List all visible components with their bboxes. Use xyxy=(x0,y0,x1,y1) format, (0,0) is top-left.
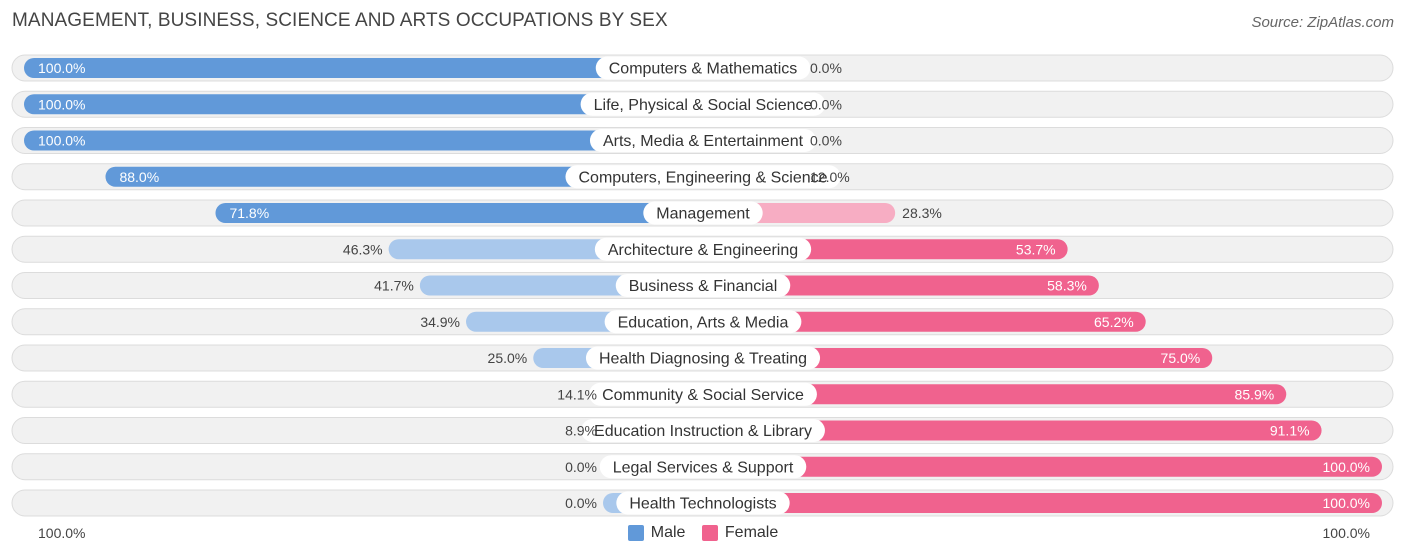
category-pill xyxy=(589,382,817,406)
female-bar xyxy=(703,311,1146,332)
legend-male-label: Male xyxy=(650,524,686,541)
male-swatch xyxy=(627,525,644,541)
category-pill xyxy=(599,455,807,479)
male-bar xyxy=(24,94,703,115)
category-pill xyxy=(581,419,825,442)
category-pill xyxy=(580,92,826,116)
male-value-label: 0.0% xyxy=(565,459,597,475)
source-credit: Source: ZipAtlas.com xyxy=(1251,14,1394,31)
male-value-label: 100.0% xyxy=(38,60,85,76)
category-pill xyxy=(595,56,811,80)
category-label: Arts, Media & Entertainment xyxy=(603,133,804,150)
category-label: Health Diagnosing & Treating xyxy=(599,351,807,368)
male-bar xyxy=(24,58,703,78)
male-value-label: 100.0% xyxy=(38,96,85,112)
axis-left-label: 100.0% xyxy=(38,525,86,541)
category-label: Legal Services & Support xyxy=(613,459,794,476)
male-bar xyxy=(105,166,704,187)
male-value-label: 34.9% xyxy=(420,314,460,330)
female-value-label: 75.0% xyxy=(1161,350,1201,366)
legend-item-female[interactable]: Female xyxy=(701,524,779,542)
female-value-label: 0.0% xyxy=(810,96,842,112)
male-value-label: 8.9% xyxy=(565,423,597,439)
male-value-label: 41.7% xyxy=(374,278,414,294)
category-pill xyxy=(594,237,812,261)
male-value-label: 0.0% xyxy=(565,495,597,511)
male-bar xyxy=(215,203,703,223)
female-bar xyxy=(703,384,1287,405)
category-label: Life, Physical & Social Science xyxy=(594,97,813,114)
category-pill xyxy=(585,346,821,370)
female-value-label: 0.0% xyxy=(810,133,842,149)
female-value-label: 53.7% xyxy=(1016,241,1056,257)
female-swatch xyxy=(701,525,718,541)
category-pill xyxy=(616,491,790,515)
male-value-label: 14.1% xyxy=(557,386,597,402)
axis-right-label: 100.0% xyxy=(1322,525,1370,541)
female-value-label: 0.0% xyxy=(810,60,842,76)
female-value-label: 85.9% xyxy=(1235,386,1275,402)
male-value-label: 100.0% xyxy=(38,133,85,149)
male-value-label: 88.0% xyxy=(119,169,159,185)
category-pill xyxy=(615,274,791,297)
female-bar xyxy=(703,275,1099,296)
female-value-label: 100.0% xyxy=(1323,459,1370,475)
chart-title: MANAGEMENT, BUSINESS, SCIENCE AND ARTS O… xyxy=(12,10,668,31)
category-pill xyxy=(643,201,763,225)
male-value-label: 46.3% xyxy=(343,241,383,257)
category-label: Education Instruction & Library xyxy=(594,423,812,440)
female-bar xyxy=(703,456,1382,477)
category-label: Architecture & Engineering xyxy=(608,242,798,259)
legend-female-label: Female xyxy=(724,524,779,541)
category-label: Education, Arts & Media xyxy=(618,314,789,331)
legend-item-male[interactable]: Male xyxy=(627,524,686,542)
male-value-label: 71.8% xyxy=(229,205,269,221)
female-value-label: 100.0% xyxy=(1323,495,1370,511)
female-value-label: 65.2% xyxy=(1094,314,1134,330)
category-label: Community & Social Service xyxy=(602,387,804,404)
category-label: Business & Financial xyxy=(629,278,778,295)
female-value-label: 91.1% xyxy=(1270,423,1310,439)
female-bar xyxy=(703,420,1322,441)
legend: Male Female xyxy=(0,524,1406,546)
category-label: Health Technologists xyxy=(629,496,776,513)
category-pill xyxy=(604,310,802,334)
male-bar xyxy=(24,130,703,151)
female-value-label: 58.3% xyxy=(1047,278,1087,294)
category-label: Management xyxy=(656,206,750,223)
female-bar xyxy=(703,493,1382,513)
female-value-label: 12.0% xyxy=(810,169,850,185)
female-bar xyxy=(703,348,1213,368)
category-label: Computers & Mathematics xyxy=(609,61,798,78)
category-pill xyxy=(589,129,817,152)
male-value-label: 25.0% xyxy=(488,350,528,366)
category-pill xyxy=(565,165,841,189)
female-value-label: 28.3% xyxy=(902,205,942,221)
category-label: Computers, Engineering & Science xyxy=(578,169,827,186)
